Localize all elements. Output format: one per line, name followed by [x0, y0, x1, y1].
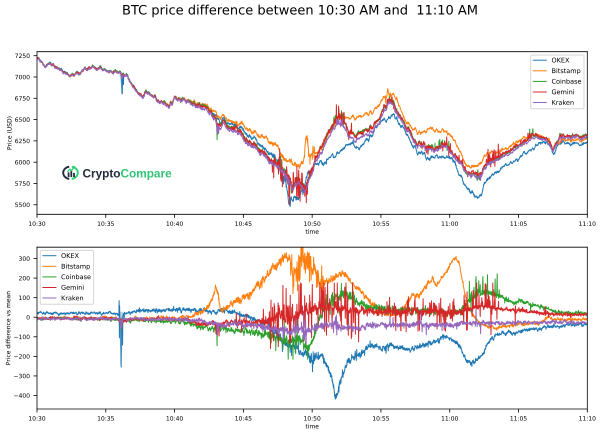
svg-text:CryptoCompare: CryptoCompare: [83, 166, 173, 180]
